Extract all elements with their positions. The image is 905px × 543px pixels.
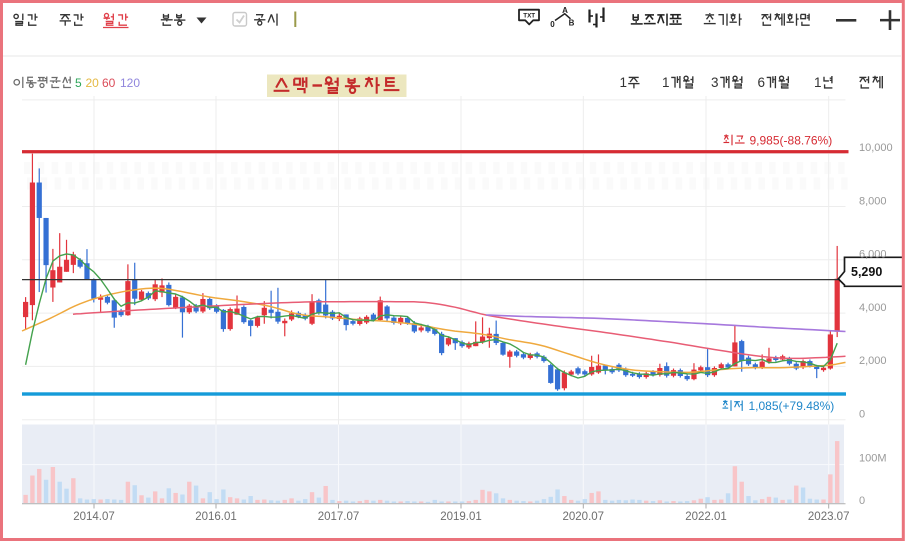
svg-text:2014.07: 2014.07 bbox=[73, 511, 115, 523]
svg-text:2016.01: 2016.01 bbox=[195, 511, 237, 523]
svg-text:1: 1 bbox=[814, 75, 822, 90]
svg-text:2020.07: 2020.07 bbox=[563, 511, 605, 523]
svg-text:8,000: 8,000 bbox=[859, 195, 887, 207]
svg-text:9,985(-88.76%): 9,985(-88.76%) bbox=[750, 134, 833, 148]
svg-text:A: A bbox=[562, 6, 568, 15]
svg-text:60: 60 bbox=[102, 76, 116, 90]
svg-text:5: 5 bbox=[75, 76, 82, 90]
svg-text:TXT: TXT bbox=[523, 13, 535, 20]
svg-text:2022.01: 2022.01 bbox=[685, 511, 727, 523]
svg-text:4,000: 4,000 bbox=[859, 302, 887, 314]
svg-text:10,000: 10,000 bbox=[859, 142, 893, 154]
svg-text:120: 120 bbox=[120, 76, 140, 90]
svg-text:5,290: 5,290 bbox=[851, 265, 882, 279]
svg-text:6,000: 6,000 bbox=[859, 249, 887, 261]
svg-text:1,085(+79.48%): 1,085(+79.48%) bbox=[749, 399, 835, 413]
svg-text:2017.07: 2017.07 bbox=[318, 511, 360, 523]
svg-text:0: 0 bbox=[859, 495, 865, 507]
svg-text:3: 3 bbox=[711, 75, 719, 90]
svg-text:1: 1 bbox=[620, 75, 628, 90]
svg-text:2,000: 2,000 bbox=[859, 355, 887, 367]
svg-text:0: 0 bbox=[550, 20, 555, 29]
svg-text:100M: 100M bbox=[859, 453, 887, 465]
svg-text:6: 6 bbox=[758, 75, 766, 90]
svg-text:20: 20 bbox=[86, 76, 100, 90]
svg-text:2023.07: 2023.07 bbox=[808, 511, 850, 523]
svg-text:2019.01: 2019.01 bbox=[440, 511, 482, 523]
svg-text:1: 1 bbox=[662, 75, 670, 90]
svg-text:0: 0 bbox=[859, 409, 865, 421]
svg-text:B: B bbox=[569, 19, 575, 28]
